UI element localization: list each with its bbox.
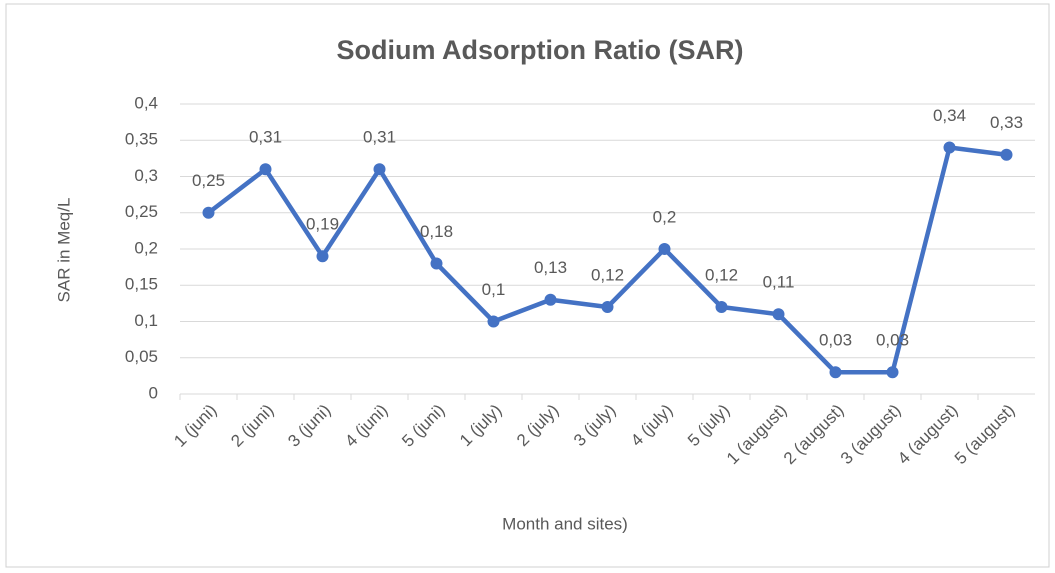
data-label: 0,03 <box>876 331 909 350</box>
data-point <box>202 206 215 219</box>
data-point <box>829 366 842 379</box>
data-label: 0,03 <box>819 331 852 350</box>
y-tick-label: 0,35 <box>125 130 158 149</box>
y-tick-label: 0 <box>149 383 158 402</box>
data-label: 0,13 <box>534 258 567 277</box>
data-point <box>544 293 557 306</box>
data-point <box>430 257 443 270</box>
data-label: 0,11 <box>763 273 795 292</box>
y-tick-label: 0,15 <box>125 275 158 294</box>
data-point <box>1000 148 1013 161</box>
y-tick-label: 0,25 <box>125 202 158 221</box>
data-point <box>487 315 500 328</box>
y-tick-label: 0,4 <box>134 93 158 112</box>
data-point <box>715 301 728 313</box>
data-label: 0,34 <box>933 106 966 125</box>
data-label: 0,12 <box>591 265 624 284</box>
y-tick-label: 0,2 <box>134 238 158 257</box>
data-point <box>772 308 785 321</box>
data-label: 0,31 <box>363 128 396 147</box>
data-label: 0,12 <box>705 265 738 284</box>
y-axis-label: SAR in Meq/L <box>54 198 73 303</box>
data-point <box>886 366 899 379</box>
data-label: 0,25 <box>192 171 225 190</box>
data-label: 0,2 <box>653 207 677 226</box>
data-point <box>316 250 329 263</box>
data-label: 0,33 <box>990 113 1023 132</box>
data-label: 0,18 <box>420 222 453 241</box>
y-tick-label: 0,05 <box>125 347 158 366</box>
data-point <box>658 243 671 255</box>
data-label: 0,19 <box>306 215 339 234</box>
x-axis-label: Month and sites) <box>502 514 628 533</box>
data-point <box>373 163 386 176</box>
data-label: 0,31 <box>249 128 282 147</box>
y-tick-label: 0,3 <box>134 166 158 185</box>
chart-title: Sodium Adsorption Ratio (SAR) <box>337 35 744 65</box>
data-point <box>259 163 272 176</box>
data-point <box>943 141 956 154</box>
data-label: 0,1 <box>482 280 506 299</box>
data-point <box>601 301 614 313</box>
y-tick-label: 0,1 <box>134 311 158 330</box>
